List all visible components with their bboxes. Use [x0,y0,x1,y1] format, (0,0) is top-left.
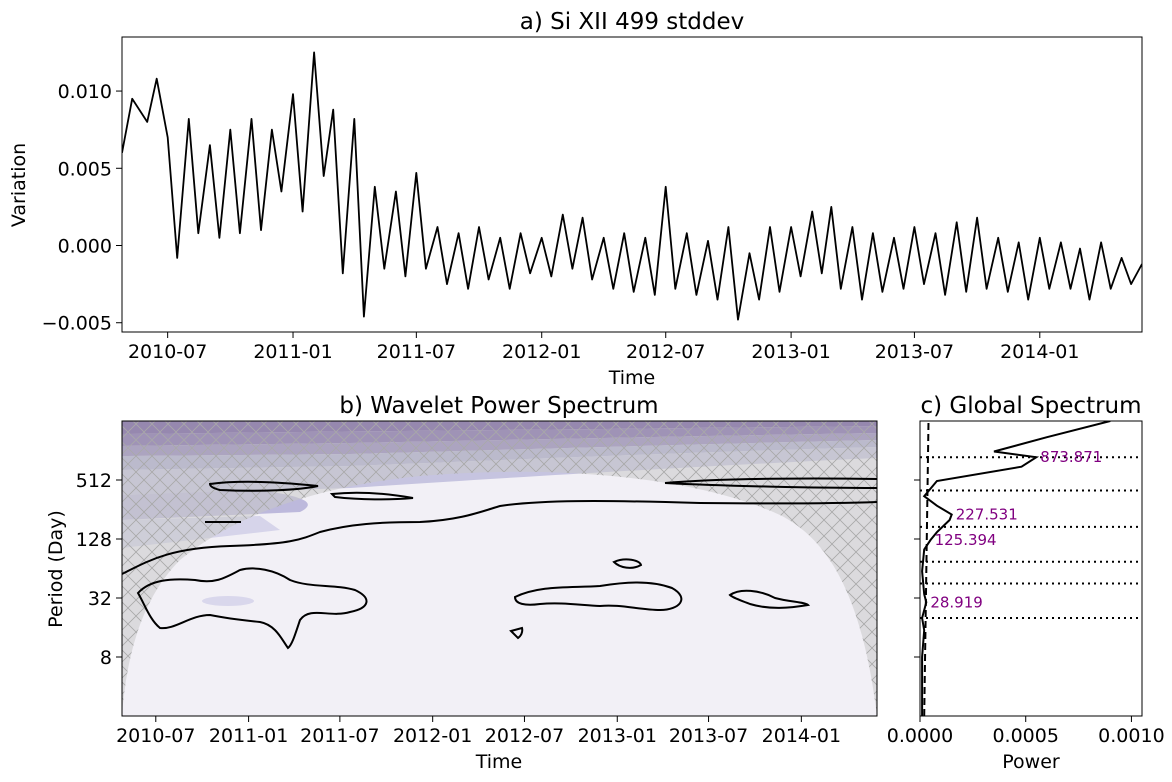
x-tick-label: 2013-01 [578,725,657,747]
x-tick-label: 2011-07 [300,725,379,747]
contour-main [122,500,877,575]
contour-60 [612,558,643,569]
y-tick-label: 8 [100,647,112,669]
y-tick-label: −0.005 [42,313,112,335]
panel-c-frame [919,420,1143,717]
significance-line [923,421,930,716]
panel-b-y-ticks: 8 32 128 512 [76,470,122,669]
contour-32-left [136,567,368,650]
x-tick-label: 0.0005 [992,725,1058,747]
x-tick-label: 2010-07 [116,725,195,747]
y-tick-label: 0.000 [58,236,112,258]
panel-a-title: a) Si XII 499 stddev [520,9,745,35]
x-tick-label: 2012-01 [502,341,581,363]
x-tick-label: 0.0010 [1098,725,1164,747]
peak-annotation: 873.871 [1040,448,1102,466]
x-tick-label: 2011-07 [377,341,456,363]
panel-c-title: c) Global Spectrum [920,393,1141,419]
panel-c-plot-area: 873.871 227.531 125.394 28.919 [920,421,1142,716]
panel-b: b) Wavelet Power Spectrum [45,393,878,773]
x-tick-label: 2014-01 [1000,341,1079,363]
panel-b-y-label: Period (Day) [45,510,67,628]
y-tick-label: 512 [76,470,112,492]
series-line-variation [122,51,1142,321]
y-tick-label: 0.010 [58,81,112,103]
cone-of-influence-hatch [122,421,877,716]
y-tick-label: 32 [88,588,112,610]
x-tick-label: 2012-07 [626,341,705,363]
x-tick-label: 2014-01 [762,725,841,747]
contour-14 [509,626,524,640]
contour-512-right [664,477,877,489]
x-tick-label: 2012-01 [393,725,472,747]
panel-c-ticks: 0.0000 0.0005 0.0010 [887,479,1165,747]
panel-a-frame [121,36,1143,333]
panel-a-y-ticks: −0.005 0.000 0.005 0.010 [42,81,122,335]
panel-a-x-label: Time [608,367,656,389]
global-spectrum-line [921,421,1111,716]
panel-a: a) Si XII 499 stddev −0.005 0.000 0.005 0.0… [8,9,1143,389]
x-tick-label: 2012-07 [485,725,564,747]
panel-a-x-ticks: 2010-07 2011-01 2011-07 2012-01 2012-07 2013-… [128,332,1079,363]
panel-b-x-label: Time [475,751,523,773]
contour-512-left [208,480,319,492]
panel-b-title: b) Wavelet Power Spectrum [339,393,658,419]
contour-32-right [728,589,811,609]
x-tick-label: 2010-07 [128,341,207,363]
panel-b-x-ticks: 2010-07 2011-01 2011-07 2012-01 2012-07 2013-… [116,716,841,747]
panel-a-plot-area [122,51,1142,321]
y-tick-label: 0.005 [58,158,112,180]
peak-annotation: 227.531 [956,506,1018,524]
contour-32-mid [513,581,683,612]
peak-annotation: 125.394 [935,531,997,549]
panel-b-plot-area [122,421,877,716]
peak-annotation: 28.919 [930,593,983,611]
panel-b-frame [121,420,878,717]
x-tick-label: 2013-07 [669,725,748,747]
x-tick-label: 2013-01 [751,341,830,363]
contour-400 [329,491,414,501]
panel-c-x-label: Power [1002,751,1060,773]
x-tick-label: 2013-07 [875,341,954,363]
panel-a-y-label: Variation [8,143,30,227]
wavelet-blob [202,596,254,606]
x-tick-label: 0.0000 [887,725,953,747]
y-tick-label: 128 [76,529,112,551]
x-tick-label: 2011-01 [209,725,288,747]
significance-contours [122,477,877,650]
panel-c: c) Global Spectrum 873.871 227.531 125.394… [887,393,1165,773]
x-tick-label: 2011-01 [253,341,332,363]
